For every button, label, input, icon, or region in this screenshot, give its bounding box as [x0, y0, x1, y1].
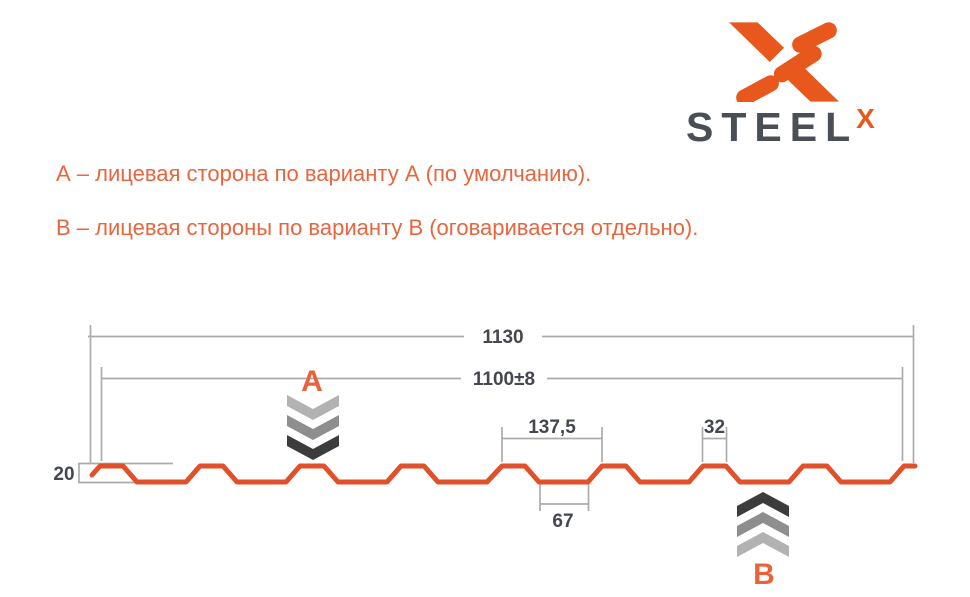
- logo-x-bottom-left-bar: [736, 75, 779, 102]
- legend-line-b: В – лицевая стороны по варианту В (огова…: [56, 215, 699, 240]
- steelx-x-icon: [729, 22, 839, 102]
- dim-overall-width: 1130: [88, 325, 915, 463]
- marker-b-label: В: [753, 558, 775, 591]
- logo-wordmark: STEELX: [686, 103, 877, 151]
- logo-x-top-left-arm: [729, 22, 784, 62]
- dim-cover-width-label: 1100±8: [473, 369, 535, 390]
- marker-a-label: А: [301, 365, 323, 398]
- marker-a: А: [287, 365, 339, 460]
- chevron-down-icon: [287, 395, 339, 460]
- dim-profile-height-label: 20: [53, 464, 74, 485]
- dim-overall-width-label: 1130: [482, 327, 523, 348]
- logo-x-center-bar: [773, 45, 822, 83]
- dim-rib-pitch-label: 137,5: [528, 417, 576, 438]
- logo-sup-x: X: [856, 103, 875, 134]
- dim-rib-top-width-label: 32: [704, 417, 725, 438]
- dim-profile-height: 20: [53, 462, 173, 485]
- legend-line-a: А – лицевая сторона по варианту А (по ум…: [56, 161, 592, 186]
- chevron-up-icon: [737, 492, 789, 557]
- logo-brand-text: STEEL: [686, 104, 859, 150]
- dim-rib-pitch: 137,5: [501, 417, 603, 462]
- dim-rib-top-width: 32: [701, 417, 728, 462]
- dim-valley-width: 67: [539, 484, 590, 532]
- dim-cover-width: 1100±8: [100, 367, 904, 461]
- profile-outline: [89, 463, 918, 485]
- steelx-logo: STEELX: [680, 18, 910, 158]
- logo-x-top-right-bar: [792, 22, 837, 53]
- marker-b: В: [737, 492, 789, 591]
- dim-valley-width-label: 67: [552, 511, 573, 532]
